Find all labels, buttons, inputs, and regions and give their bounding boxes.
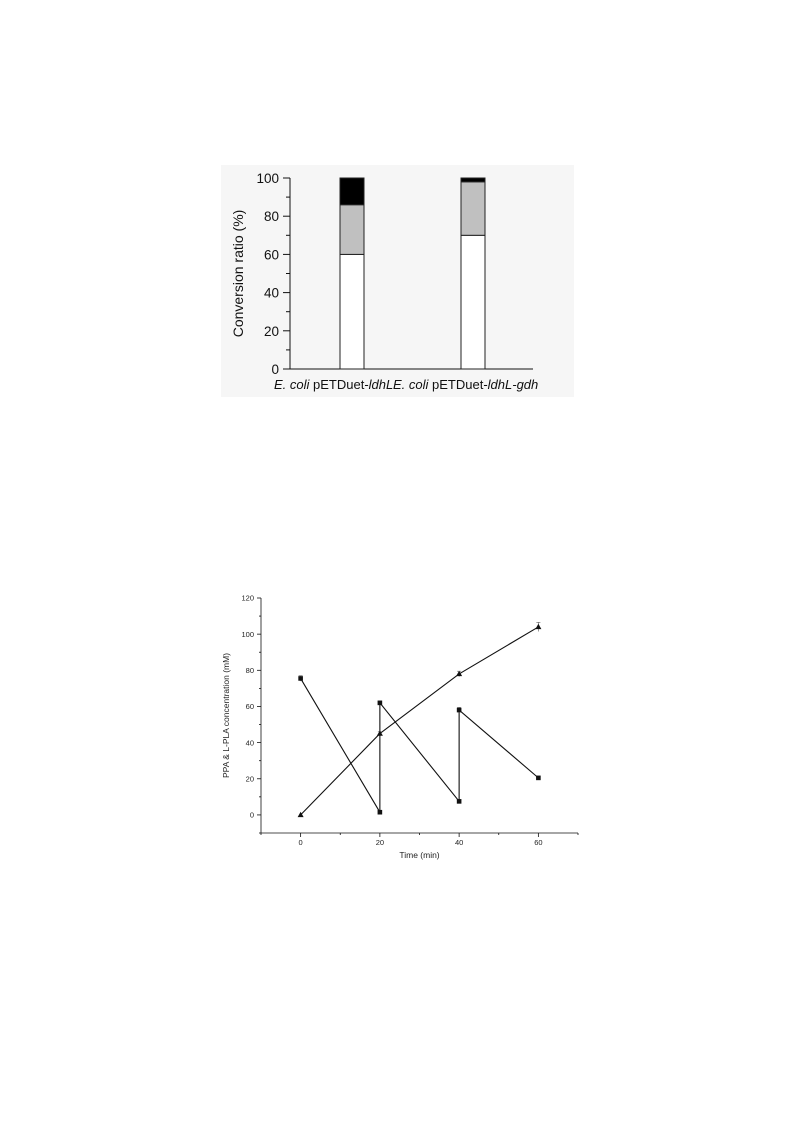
square-marker [377,700,383,706]
bar-segment [339,253,365,370]
y-tick-label: 60 [246,702,254,711]
square-marker [536,775,541,781]
category-label-italic: E. coli [274,377,311,392]
y-tick-label: 100 [241,630,254,639]
stacked-bar-chart: 0 20 40 60 80 100 Conversion ratio (%) E. coli … [230,171,538,392]
category-label-italic-suffix: ldhL-gdh [488,377,539,392]
triangle-marker [376,730,383,736]
triangle-marker [297,811,304,818]
square-marker [377,809,383,815]
x-tick-label: 40 [455,838,463,847]
x-category-label: E. coli pETDuet-ldhL [274,377,393,392]
y-tick-label: 80 [246,666,254,675]
y-axis-title: PPA & L-PLA concentration (mM) [221,653,231,778]
x-category-label: E. coli pETDuet-ldhL-gdh [393,377,538,392]
bar-segment [460,234,486,370]
bar-segment [460,181,486,236]
line-chart: 0 20 40 60 80 100 120 0 20 40 60 Time (min) PPA & L-… [221,594,579,860]
y-tick-label: 0 [250,811,254,820]
y-axis-title: Conversion ratio (%) [230,210,246,338]
y-tick-label: 20 [264,324,279,339]
square-marker [456,707,462,713]
category-label-italic-suffix: ldhL [369,377,394,392]
bar-segment [339,204,365,255]
y-tick-label: 60 [264,247,279,262]
series-line [300,678,539,815]
square-marker [456,799,462,804]
category-label-plain: pETDuet- [309,377,368,392]
triangle-marker [456,670,463,677]
x-tick-label: 60 [534,838,542,847]
y-tick-label: 120 [241,594,254,603]
y-tick-label: 20 [246,774,254,783]
y-tick-label: 40 [246,738,254,747]
bar-segment [339,177,365,206]
y-tick-label: 0 [271,362,279,377]
square-marker [298,676,303,681]
x-tick-label: 20 [376,838,384,847]
stacked-bar-chart-panel: 0 20 40 60 80 100 Conversion ratio (%) E. coli … [221,165,574,397]
line-chart-panel: 0 20 40 60 80 100 120 0 20 40 60 Time (min) PPA & L-… [215,587,585,870]
triangle-marker [535,623,542,630]
category-label-italic: E. coli [393,377,430,392]
y-tick-label: 100 [256,171,279,186]
x-tick-label: 0 [299,838,303,847]
category-label-plain: pETDuet- [428,377,487,392]
series-line [300,626,539,816]
bar-segment [460,177,486,183]
y-tick-label: 80 [264,209,279,224]
x-axis-title: Time (min) [399,850,439,860]
y-tick-label: 40 [264,286,279,301]
